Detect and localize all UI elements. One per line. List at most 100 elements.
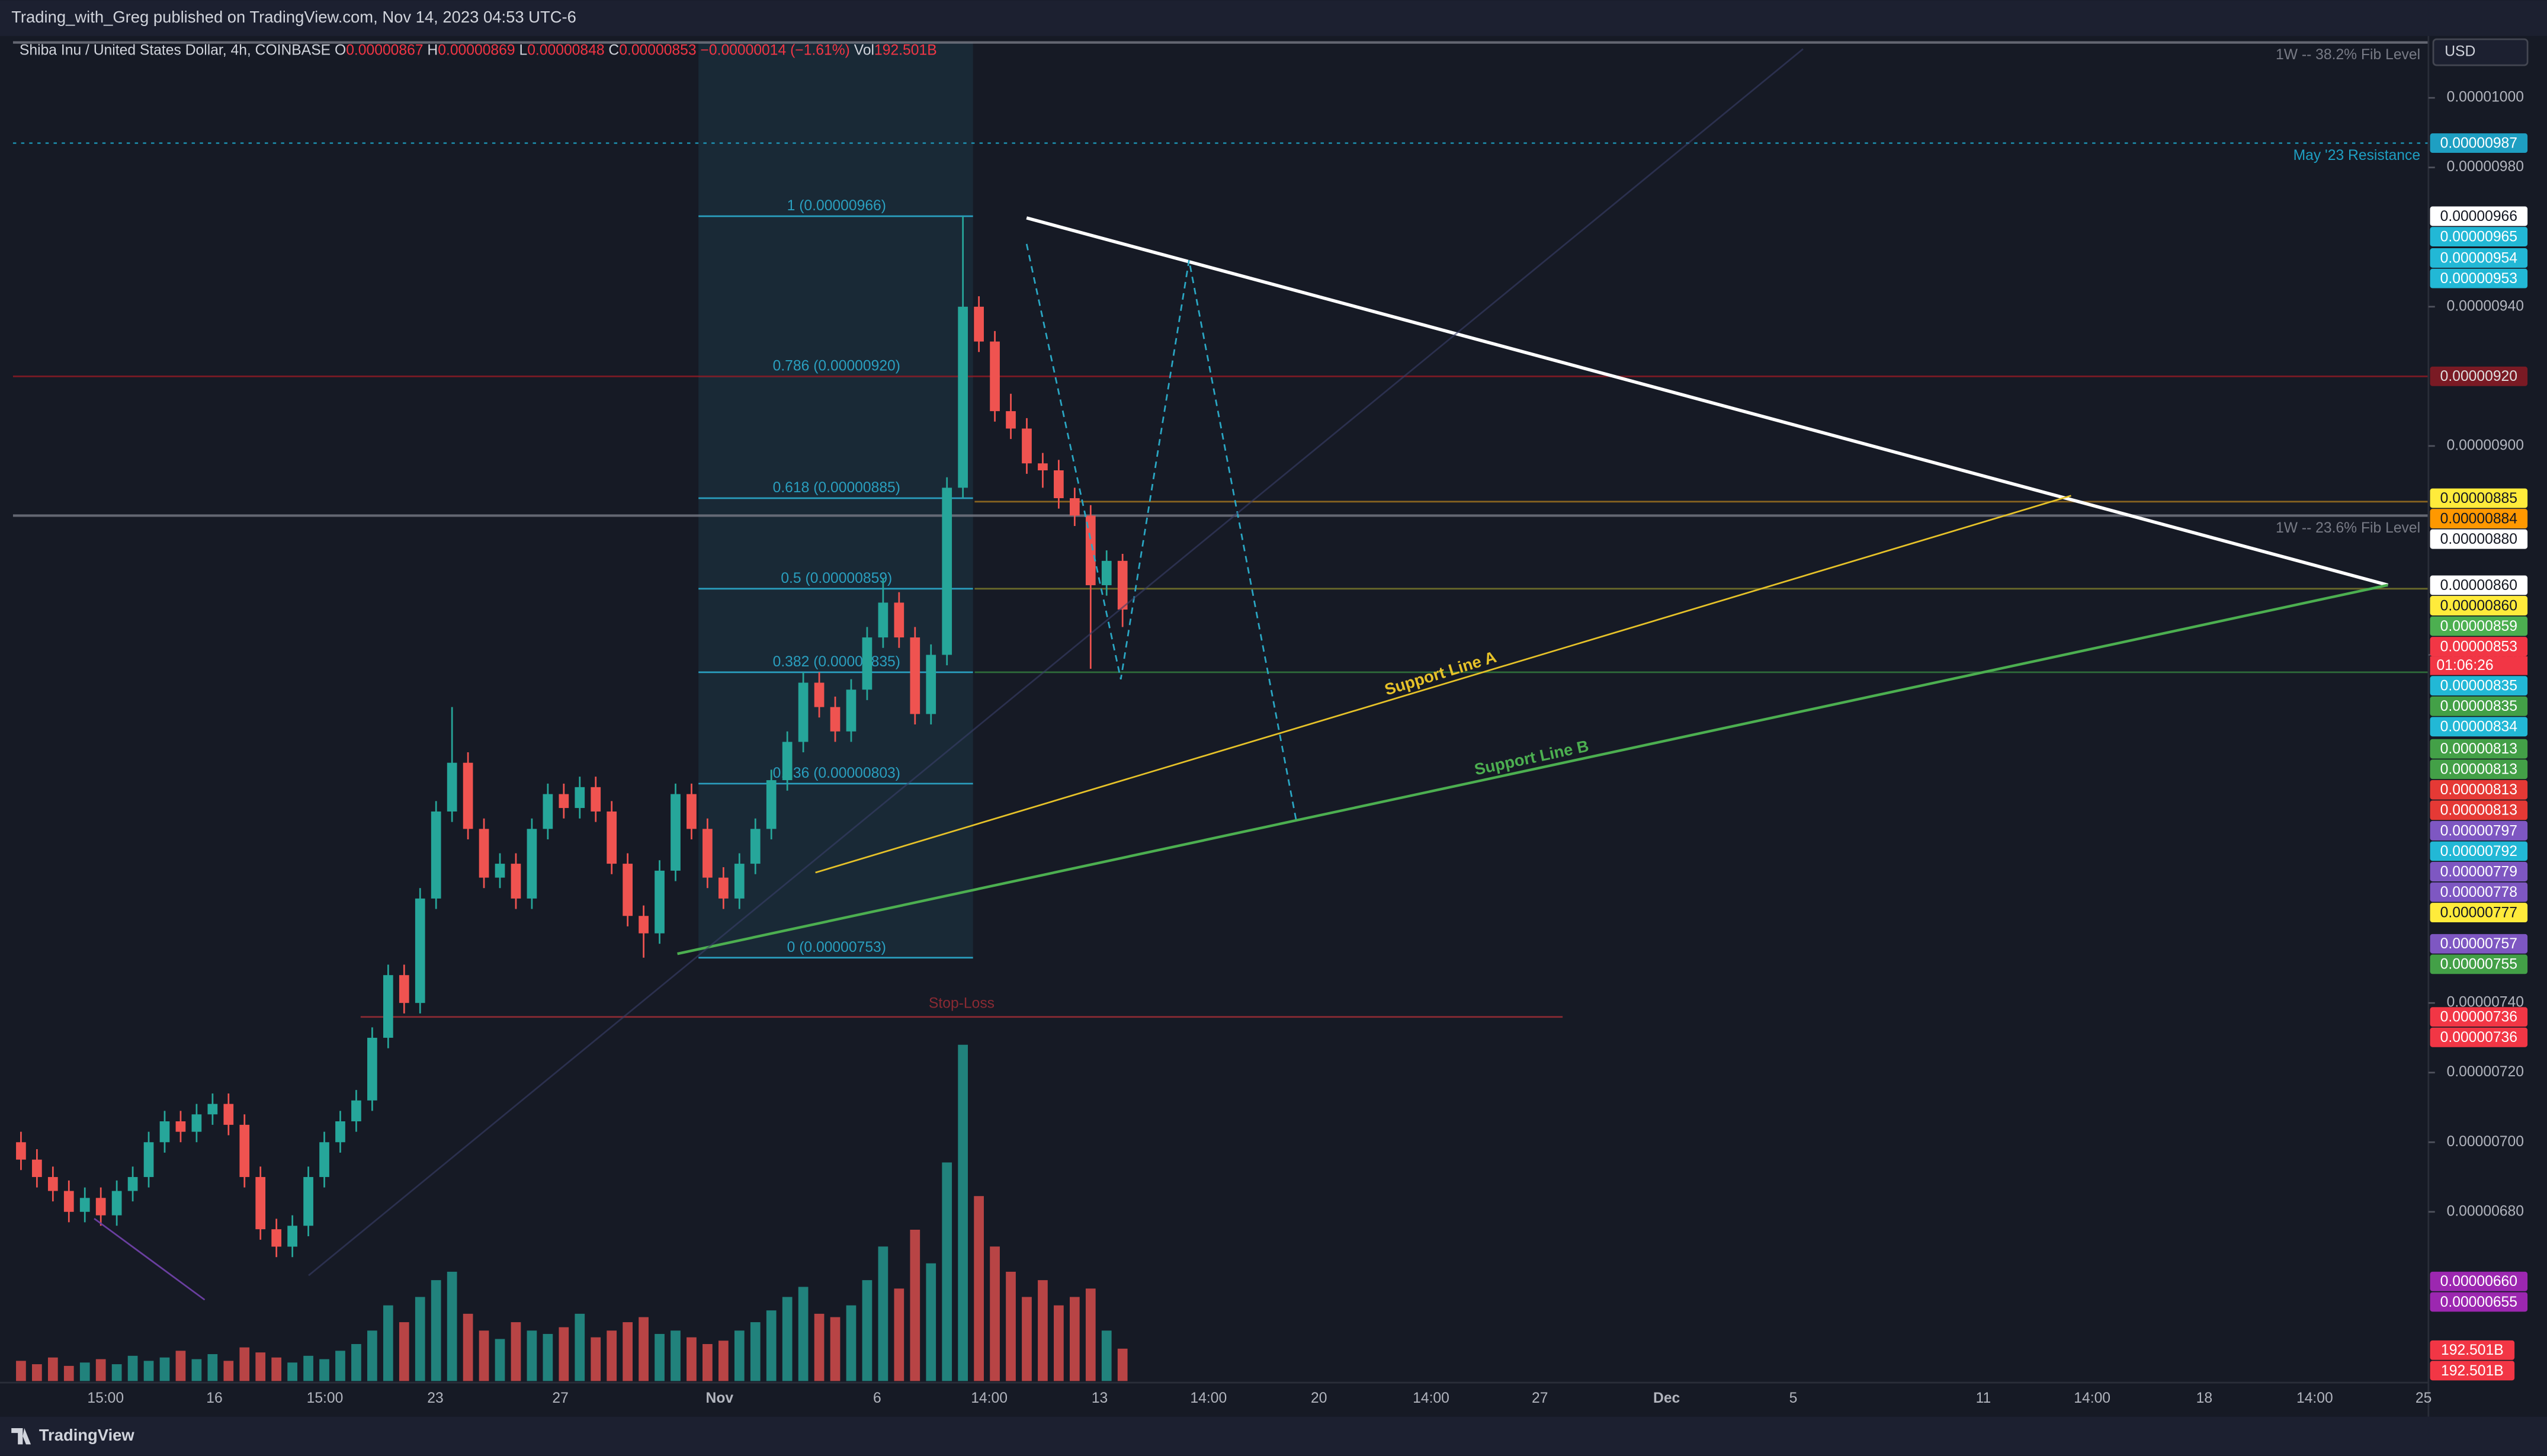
volume-bar xyxy=(367,1330,377,1381)
volume-bar xyxy=(16,1361,26,1381)
candle-body xyxy=(239,1124,250,1178)
support-line-b xyxy=(677,583,2388,955)
countdown-box xyxy=(2430,656,2528,675)
price-tag xyxy=(2430,841,2528,861)
candle-body xyxy=(671,794,681,871)
price-tag-label: 0.00000987 xyxy=(2440,135,2517,151)
x-tick-label: 14:00 xyxy=(1190,1390,1227,1406)
resistance-trendline xyxy=(1026,216,2388,587)
volume-bar xyxy=(862,1280,872,1381)
y-tick-label: 0.00000720 xyxy=(2447,1064,2524,1080)
candle-body xyxy=(894,602,904,638)
price-tag xyxy=(2430,248,2528,268)
x-tick-label: 14:00 xyxy=(1413,1390,1449,1406)
volume-bar xyxy=(319,1359,329,1381)
candle-body xyxy=(814,682,825,707)
candle-body xyxy=(95,1198,106,1216)
legend-key: O xyxy=(335,42,346,58)
y-tick-label: 0.00000980 xyxy=(2447,159,2524,175)
candle-body xyxy=(734,864,745,899)
volume-bar xyxy=(1101,1330,1112,1381)
legend-change: −0.00000014 (−1.61%) xyxy=(700,42,849,58)
currency: USD xyxy=(2445,44,2475,60)
volume-bar xyxy=(527,1330,537,1381)
level-label: May '23 Resistance xyxy=(2293,147,2421,163)
volume-bar xyxy=(335,1351,345,1381)
candle-body xyxy=(303,1177,313,1226)
volume-bar xyxy=(1054,1305,1064,1381)
candle-body xyxy=(1054,470,1064,499)
candle-body xyxy=(766,780,777,829)
price-tag-label: 0.00000860 xyxy=(2440,598,2517,614)
level-label: 1W -- 23.6% Fib Level xyxy=(2276,520,2420,536)
candle-body xyxy=(1085,515,1096,585)
price-tag xyxy=(2430,488,2528,508)
volume-bar xyxy=(846,1305,857,1381)
volume-bar xyxy=(511,1322,521,1381)
price-tag xyxy=(2430,366,2528,386)
x-tick-label: 18 xyxy=(2196,1390,2212,1406)
price-tag-label: 0.00000835 xyxy=(2440,698,2517,714)
candle-body xyxy=(718,877,729,899)
candle-body xyxy=(495,864,505,878)
candle-body xyxy=(543,794,553,829)
price-tag-label: 0.00000779 xyxy=(2440,864,2517,880)
fib-label: 0.236 (0.00000803) xyxy=(773,765,900,781)
candle-body xyxy=(750,829,761,864)
price-tag-label: 0.00000757 xyxy=(2440,936,2517,952)
candle-body xyxy=(175,1121,186,1132)
candle-body xyxy=(575,787,585,809)
price-tag xyxy=(2430,1007,2528,1027)
x-tick-label: 14:00 xyxy=(971,1390,1008,1406)
volume-tag xyxy=(2430,1361,2515,1381)
price-tag-label: 0.00000736 xyxy=(2440,1009,2517,1025)
volume-bar xyxy=(239,1347,250,1381)
volume-bar xyxy=(958,1044,968,1381)
price-tag-label: 0.00000965 xyxy=(2440,229,2517,245)
volume-bar xyxy=(974,1196,984,1381)
price-tag xyxy=(2430,509,2528,529)
candle-body xyxy=(942,488,952,655)
price-tag xyxy=(2430,820,2528,841)
volume-bar xyxy=(750,1322,761,1381)
volume-bar xyxy=(1069,1297,1080,1381)
volume-bar xyxy=(990,1246,1000,1381)
candle-body xyxy=(63,1191,74,1212)
candle-body xyxy=(207,1104,218,1115)
candle-body xyxy=(319,1142,329,1178)
symbol: Shiba Inu / United States Dollar, 4h, CO… xyxy=(20,42,331,58)
candle-body xyxy=(687,794,697,829)
candle-body xyxy=(383,975,393,1038)
footer-bar xyxy=(0,1416,2547,1456)
volume-bar xyxy=(782,1297,793,1381)
price-tag xyxy=(2430,227,2528,246)
volume-tag-label: 192.501B xyxy=(2441,1342,2504,1358)
trend-segment xyxy=(94,1218,206,1301)
volume-bar xyxy=(734,1330,745,1381)
legend-key: H xyxy=(427,42,438,58)
volume-bar xyxy=(639,1317,649,1381)
candle-body xyxy=(223,1104,234,1125)
candle-body xyxy=(702,829,713,878)
price-tag xyxy=(2430,637,2528,657)
volume-bar xyxy=(942,1162,952,1381)
candle-body xyxy=(1101,560,1112,585)
volume-bar xyxy=(431,1280,441,1381)
y-tick-label: 0.00000700 xyxy=(2447,1134,2524,1150)
volume-bar xyxy=(1006,1271,1016,1381)
price-tag-label: 0.00000797 xyxy=(2440,823,2517,839)
candle-body xyxy=(159,1121,170,1143)
candle-body xyxy=(1006,411,1016,429)
price-tag-label: 0.00000954 xyxy=(2440,250,2517,266)
countdown: 01:06:26 xyxy=(2437,658,2494,674)
volume-bar xyxy=(159,1357,170,1381)
price-tag xyxy=(2430,739,2528,759)
price-tag xyxy=(2430,759,2528,780)
fib-label: 0.382 (0.00000835) xyxy=(773,654,900,670)
x-tick-label: 11 xyxy=(1976,1390,1991,1406)
volume-bar xyxy=(223,1361,234,1381)
volume-bar xyxy=(351,1343,361,1381)
price-tag xyxy=(2430,575,2528,595)
price-tag-label: 0.00000885 xyxy=(2440,490,2517,506)
price-tag-label: 0.00000884 xyxy=(2440,511,2517,527)
